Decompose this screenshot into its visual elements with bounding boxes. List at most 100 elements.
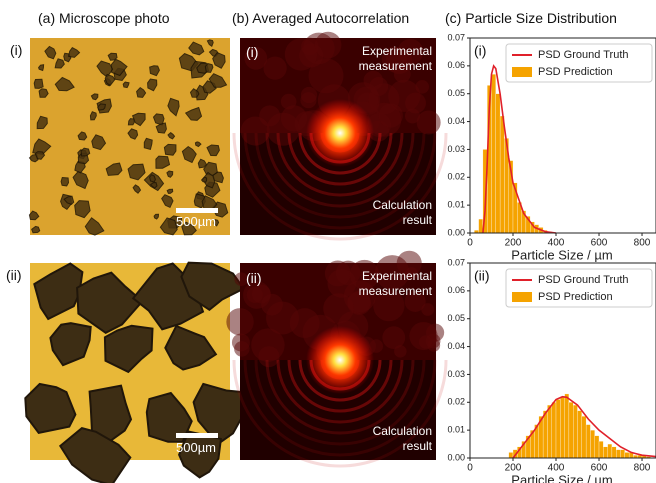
- crystal: [80, 147, 91, 157]
- crystal: [200, 176, 208, 183]
- histogram-bar: [508, 452, 514, 459]
- crystal: [166, 188, 174, 194]
- speckle: [244, 46, 268, 70]
- ring: [287, 359, 393, 413]
- ring: [265, 132, 415, 208]
- legend-label: PSD Prediction: [538, 66, 613, 78]
- histogram-bar: [547, 404, 552, 459]
- crystal: [149, 65, 160, 77]
- histogram-bar: [624, 452, 630, 459]
- crystal: [49, 322, 92, 367]
- y-tick-label: 0.06: [447, 285, 465, 295]
- crystal: [184, 106, 203, 121]
- central-peak: [306, 99, 374, 167]
- crystal: [44, 45, 57, 60]
- crystal: [132, 184, 142, 194]
- crystal: [54, 58, 65, 69]
- speckle: [416, 110, 441, 135]
- crystal: [206, 39, 214, 47]
- y-tick-label: 0.03: [447, 144, 465, 154]
- speckle: [314, 31, 342, 59]
- crystal: [89, 111, 97, 121]
- crystal: [147, 78, 158, 92]
- row-label: (ii): [6, 267, 22, 283]
- y-tick-label: 0.04: [447, 341, 465, 351]
- x-tick-label: 400: [548, 238, 565, 249]
- crystal: [180, 261, 246, 312]
- axes-frame: [469, 262, 656, 459]
- crystal: [127, 128, 139, 140]
- ring: [254, 359, 426, 446]
- ring: [265, 359, 415, 435]
- crystal: [110, 58, 128, 77]
- crystal: [167, 97, 180, 117]
- histogram-bar: [478, 218, 484, 234]
- speckle: [240, 116, 270, 146]
- histogram-bar: [577, 410, 582, 459]
- y-tick-label: 0.02: [447, 397, 465, 407]
- ring: [232, 132, 448, 241]
- crystal: [206, 144, 220, 157]
- legend-label: PSD Prediction: [538, 291, 613, 303]
- x-axis-label: Particle Size / µm: [511, 247, 612, 262]
- histogram-bar: [581, 416, 587, 459]
- ring: [287, 132, 393, 186]
- crystal: [149, 181, 158, 189]
- crystal: [63, 195, 75, 205]
- speckle: [404, 108, 421, 124]
- chart-label: (ii): [474, 268, 490, 284]
- x-tick-label: 200: [505, 463, 522, 474]
- speckle: [409, 321, 438, 351]
- crystal: [164, 324, 218, 371]
- crystal: [76, 271, 144, 334]
- crystal: [31, 225, 41, 234]
- histogram-bar: [620, 449, 625, 459]
- speckle: [415, 79, 430, 94]
- x-tick-label: 800: [634, 463, 651, 474]
- x-tick-label: 0: [467, 463, 473, 474]
- speckle: [234, 272, 249, 287]
- speckle: [405, 92, 426, 114]
- crystal: [54, 76, 75, 92]
- x-tick-label: 0: [467, 238, 473, 249]
- speckle: [323, 293, 354, 324]
- histogram-bar: [564, 393, 570, 459]
- y-tick-label: 0.00: [447, 452, 465, 462]
- y-tick-label: 0.00: [447, 227, 465, 237]
- scale-bar: [176, 208, 218, 213]
- x-tick-label: 800: [634, 238, 651, 249]
- speckle: [231, 333, 250, 352]
- crystal: [127, 163, 146, 181]
- crystal: [33, 262, 84, 321]
- speckle: [382, 326, 406, 350]
- histogram-bar: [616, 449, 621, 459]
- crystal: [103, 324, 154, 374]
- speckle: [251, 284, 271, 304]
- speckle: [266, 112, 300, 146]
- panel-label: (ii): [246, 270, 262, 286]
- speckle: [404, 290, 426, 312]
- crystal: [28, 210, 40, 221]
- line-series: [482, 64, 557, 234]
- crystal: [74, 200, 91, 219]
- crystal: [105, 162, 123, 176]
- ring: [232, 359, 448, 468]
- y-tick-label: 0.03: [447, 369, 465, 379]
- panel-heading: (a) Microscope photo: [38, 10, 170, 26]
- speckle: [300, 92, 317, 109]
- speckle: [263, 56, 287, 80]
- legend-box: [505, 268, 653, 308]
- measurement-label: Experimental measurement: [358, 269, 432, 298]
- histogram-bar: [607, 443, 613, 459]
- y-tick-label: 0.02: [447, 172, 465, 182]
- y-tick-label: 0.06: [447, 60, 465, 70]
- histogram-bar: [585, 424, 591, 459]
- crystal: [97, 103, 106, 111]
- crystal: [203, 161, 218, 176]
- central-peak: [306, 326, 374, 394]
- y-tick-label: 0.01: [447, 425, 465, 435]
- panel-heading: (b) Averaged Autocorrelation: [232, 10, 410, 26]
- crystal: [167, 132, 176, 140]
- crystal: [213, 218, 220, 227]
